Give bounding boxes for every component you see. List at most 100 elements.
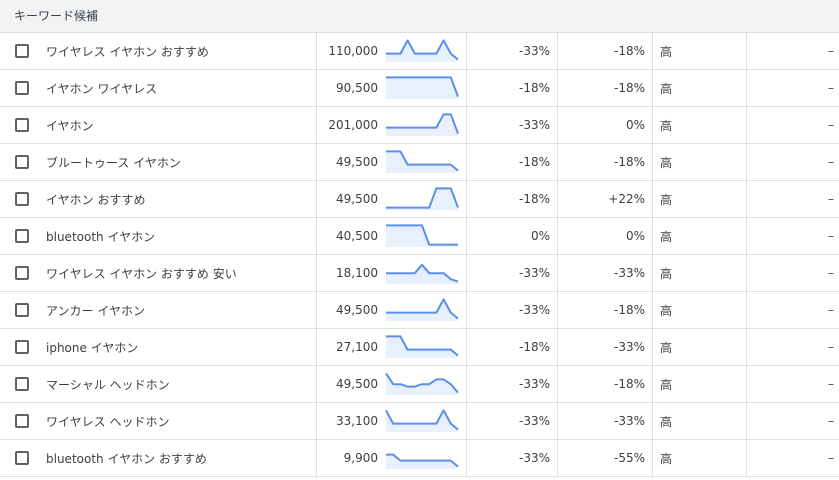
keyword-suggestions-header: キーワード候補 — [0, 0, 839, 33]
sparkline-line — [386, 298, 459, 320]
yoy-change: -55% — [613, 451, 645, 465]
column-divider — [466, 329, 467, 365]
trend-sparkline — [385, 181, 461, 217]
row-checkbox[interactable] — [15, 155, 29, 169]
sparkline-chart — [386, 187, 459, 210]
table-row: bluetooth イヤホン 40,500 0% 0% 高 – — [0, 218, 839, 255]
column-divider — [652, 33, 653, 69]
column-divider — [652, 218, 653, 254]
column-divider — [746, 403, 747, 439]
table-row: ブルートゥース イヤホン 49,500 -18% -18% 高 – — [0, 144, 839, 181]
sparkline-line — [386, 39, 459, 61]
keyword-text: ワイヤレス イヤホン おすすめ 安い — [46, 266, 237, 281]
column-divider — [746, 107, 747, 143]
sparkline-area — [386, 299, 458, 321]
keyword-text: iphone イヤホン — [46, 340, 139, 355]
table-row: イヤホン ワイヤレス 90,500 -18% -18% 高 – — [0, 70, 839, 107]
sparkline-chart — [386, 224, 458, 247]
row-checkbox[interactable] — [15, 192, 29, 206]
column-divider — [557, 107, 558, 143]
trend-sparkline — [385, 33, 461, 69]
column-divider — [466, 107, 467, 143]
row-checkbox[interactable] — [15, 44, 29, 58]
sparkline-chart — [386, 263, 459, 284]
trend-sparkline — [385, 218, 461, 254]
three-month-change: -33% — [518, 303, 550, 317]
ad-impression-share: – — [828, 192, 834, 206]
column-divider — [557, 403, 558, 439]
yoy-change: -33% — [613, 340, 645, 354]
row-checkbox[interactable] — [15, 229, 29, 243]
row-checkbox[interactable] — [15, 81, 29, 95]
column-divider — [557, 255, 558, 291]
keyword-text: ワイヤレス イヤホン おすすめ — [46, 44, 209, 59]
table-row: ワイヤレス イヤホン おすすめ 110,000 -33% -18% 高 – — [0, 33, 839, 70]
sparkline-area — [386, 188, 458, 210]
column-divider — [316, 33, 317, 69]
sparkline-line — [385, 372, 459, 394]
table-row: ワイヤレス イヤホン おすすめ 安い 18,100 -33% -33% 高 – — [0, 255, 839, 292]
row-checkbox[interactable] — [15, 118, 29, 132]
avg-monthly-searches: 201,000 — [328, 118, 378, 132]
competition-level: 高 — [660, 377, 673, 392]
ad-impression-share: – — [828, 118, 834, 132]
sparkline-chart — [386, 150, 459, 173]
yoy-change: -18% — [613, 81, 645, 95]
three-month-change: -33% — [518, 451, 550, 465]
column-divider — [316, 292, 317, 328]
competition-level: 高 — [660, 192, 673, 207]
table-row: ワイヤレス ヘッドホン 33,100 -33% -33% 高 – — [0, 403, 839, 440]
column-divider — [316, 403, 317, 439]
row-checkbox[interactable] — [15, 303, 29, 317]
keyword-table: ワイヤレス イヤホン おすすめ 110,000 -33% -18% 高 – イヤホン ワイヤ… — [0, 33, 839, 477]
row-checkbox[interactable] — [15, 266, 29, 280]
keyword-text: アンカー イヤホン — [46, 303, 145, 318]
yoy-change: +22% — [608, 192, 645, 206]
column-divider — [557, 144, 558, 180]
three-month-change: -33% — [518, 414, 550, 428]
column-divider — [746, 292, 747, 328]
sparkline-area — [386, 114, 458, 136]
three-month-change: -33% — [518, 118, 550, 132]
three-month-change: -18% — [518, 155, 550, 169]
ad-impression-share: – — [828, 303, 834, 317]
row-checkbox[interactable] — [15, 340, 29, 354]
sparkline-area — [386, 264, 458, 284]
keyword-text: bluetooth イヤホン おすすめ — [46, 451, 207, 466]
column-divider — [316, 181, 317, 217]
keyword-text: イヤホン — [46, 118, 94, 133]
avg-monthly-searches: 49,500 — [336, 303, 378, 317]
sparkline-line — [386, 453, 459, 468]
column-divider — [557, 366, 558, 402]
ad-impression-share: – — [828, 451, 834, 465]
trend-sparkline — [385, 107, 461, 143]
yoy-change: -18% — [613, 303, 645, 317]
column-divider — [466, 403, 467, 439]
competition-level: 高 — [660, 303, 673, 318]
sparkline-chart — [386, 453, 459, 469]
column-divider — [466, 144, 467, 180]
sparkline-area — [386, 336, 458, 358]
three-month-change: -33% — [518, 377, 550, 391]
competition-level: 高 — [660, 451, 673, 466]
column-divider — [652, 70, 653, 106]
ad-impression-share: – — [828, 266, 834, 280]
sparkline-chart — [386, 298, 459, 321]
keyword-text: ブルートゥース イヤホン — [46, 155, 181, 170]
competition-level: 高 — [660, 340, 673, 355]
three-month-change: -18% — [518, 81, 550, 95]
trend-sparkline — [385, 366, 461, 402]
row-checkbox[interactable] — [15, 414, 29, 428]
column-divider — [652, 366, 653, 402]
column-divider — [652, 329, 653, 365]
keyword-text: マーシャル ヘッドホン — [46, 377, 170, 392]
ad-impression-share: – — [828, 414, 834, 428]
column-divider — [466, 255, 467, 291]
sparkline-chart — [386, 113, 459, 136]
row-checkbox[interactable] — [15, 451, 29, 465]
column-divider — [557, 440, 558, 476]
row-checkbox[interactable] — [15, 377, 29, 391]
column-divider — [746, 329, 747, 365]
sparkline-area — [386, 77, 458, 99]
column-divider — [746, 181, 747, 217]
